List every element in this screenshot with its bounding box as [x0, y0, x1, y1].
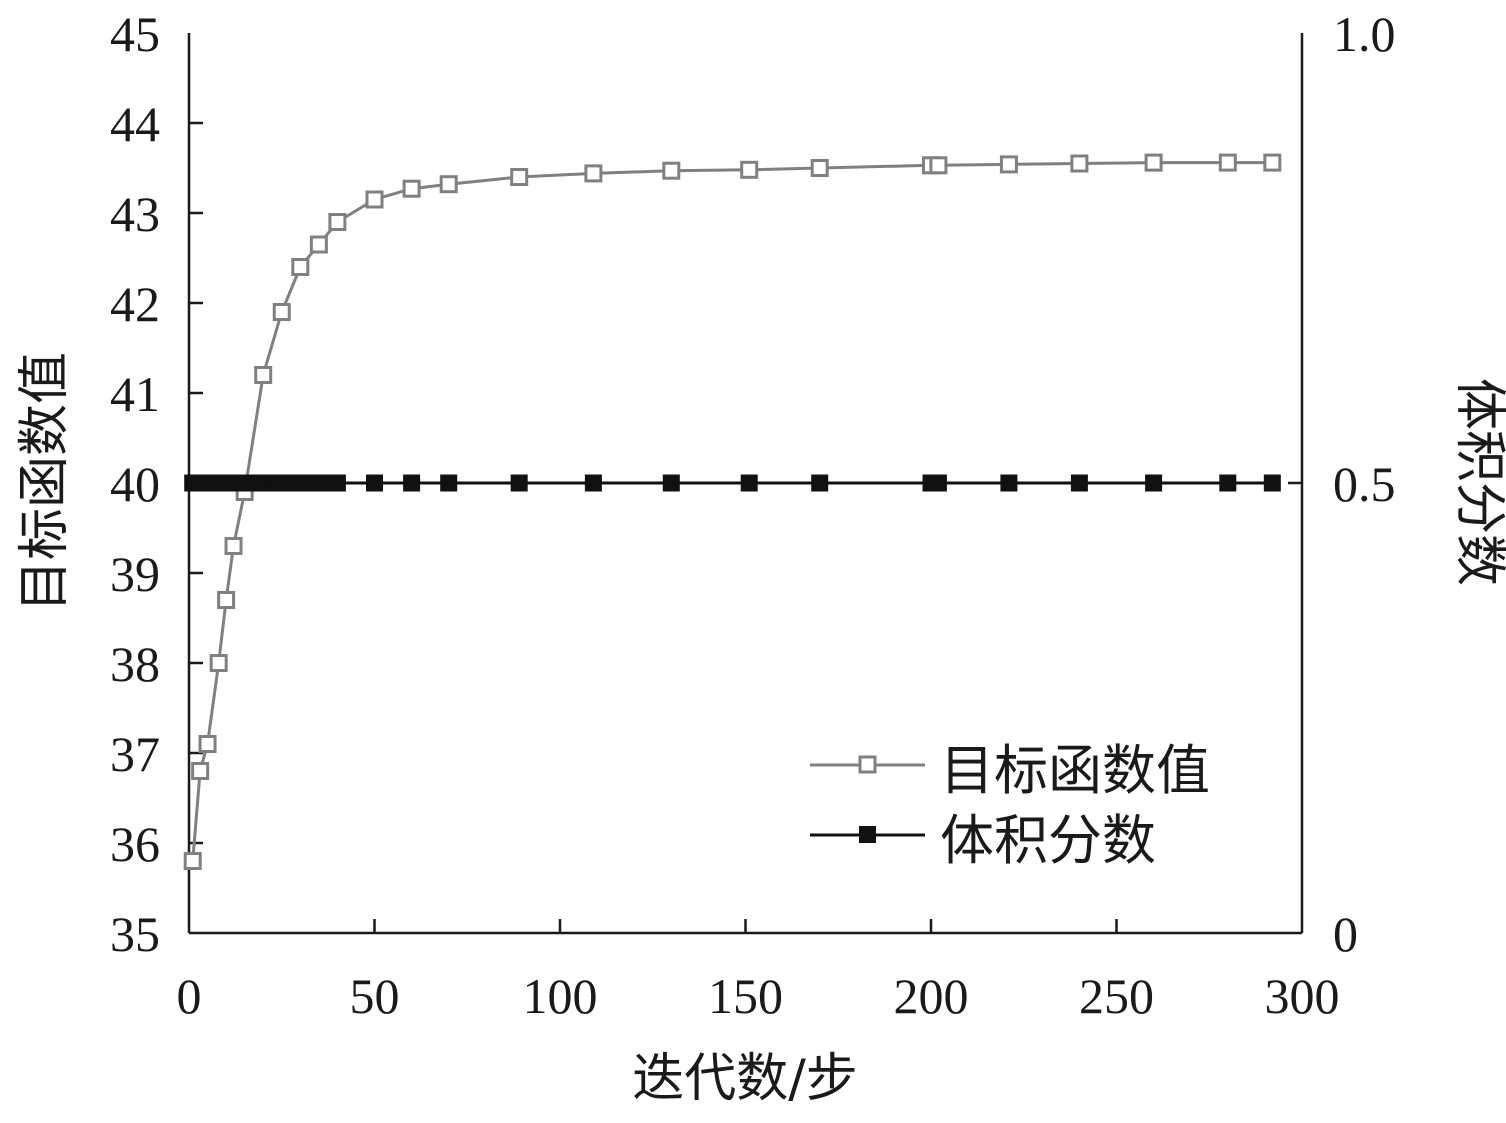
legend: 目标函数值 体积分数 — [810, 739, 1210, 872]
series-point — [291, 258, 310, 276]
series-point — [209, 654, 228, 672]
x-tick-label: 250 — [1079, 968, 1154, 1024]
series-point — [366, 474, 383, 492]
y-left-tick-label: 44 — [110, 96, 160, 152]
series-point — [740, 474, 758, 492]
series-point — [328, 474, 346, 492]
x-tick-label: 0 — [177, 968, 202, 1024]
y-right-tick-label: 1.0 — [1333, 6, 1396, 62]
y-left-tick-label: 45 — [110, 6, 160, 62]
series-point — [662, 474, 680, 492]
series-point — [1145, 474, 1163, 492]
series-point — [1263, 474, 1281, 492]
series-point — [403, 474, 421, 492]
y-left-tick-label: 40 — [110, 456, 160, 512]
y-left-tick-label: 39 — [110, 546, 160, 602]
legend-label-objective: 目标函数值 — [940, 739, 1210, 802]
series-point — [1070, 154, 1089, 173]
y-right-tick-label: 0 — [1333, 906, 1358, 962]
y-left-tick-label: 42 — [110, 276, 160, 332]
series-point — [309, 235, 328, 254]
tick-labels: 0 50 100 150 200 250 300 35 36 37 38 39 40 41 42 43 44 45… — [110, 6, 1396, 1024]
x-tick-label: 50 — [350, 968, 400, 1024]
x-tick-label: 100 — [523, 968, 598, 1024]
series-point — [254, 366, 273, 384]
series-point — [1219, 474, 1237, 492]
series-point — [365, 190, 384, 209]
series-point — [1070, 474, 1088, 492]
y-left-axis-title: 目标函数值 — [15, 352, 75, 612]
series-point — [439, 175, 458, 194]
series-point — [929, 474, 947, 492]
series-1 — [184, 474, 1281, 492]
series-point — [272, 303, 291, 321]
series-point — [662, 161, 681, 180]
series-point — [402, 179, 421, 198]
series-point — [328, 213, 347, 231]
series-point — [217, 591, 236, 609]
legend-marker-objective — [858, 755, 877, 774]
legend-item-volume: 体积分数 — [810, 809, 1156, 872]
y-left-tick-label: 37 — [110, 726, 160, 782]
x-axis-title: 迭代数/步 — [632, 1049, 858, 1109]
y-right-tick-label: 0.5 — [1333, 456, 1396, 512]
x-tick-label: 150 — [708, 968, 783, 1024]
series-point — [224, 537, 243, 555]
y-left-tick-label: 35 — [110, 906, 160, 962]
y-left-tick-label: 36 — [110, 816, 160, 872]
series-layer — [183, 153, 1282, 870]
series-point — [999, 155, 1018, 174]
series-point — [584, 474, 602, 492]
y-right-axis-title: 体积分数 — [1449, 378, 1506, 586]
series-point — [510, 474, 528, 492]
legend-marker-volume — [859, 826, 876, 843]
series-point — [440, 474, 458, 492]
x-tick-label: 300 — [1265, 968, 1340, 1024]
series-point — [183, 852, 202, 870]
series-point — [1263, 153, 1282, 172]
series-point — [810, 159, 829, 177]
x-tick-label: 200 — [894, 968, 969, 1024]
legend-item-objective: 目标函数值 — [810, 739, 1210, 802]
series-point — [191, 762, 210, 780]
series-point — [1000, 474, 1018, 492]
series-point — [811, 474, 829, 492]
y-left-tick-label: 43 — [110, 186, 160, 242]
series-point — [1218, 153, 1237, 172]
legend-label-volume: 体积分数 — [940, 809, 1156, 872]
series-point — [740, 160, 759, 179]
series-point — [198, 735, 217, 753]
series-point — [1144, 153, 1163, 172]
series-point — [510, 168, 529, 186]
y-left-tick-label: 38 — [110, 636, 160, 692]
series-point — [584, 164, 603, 183]
y-left-tick-label: 41 — [110, 366, 160, 422]
series-point — [929, 156, 948, 175]
